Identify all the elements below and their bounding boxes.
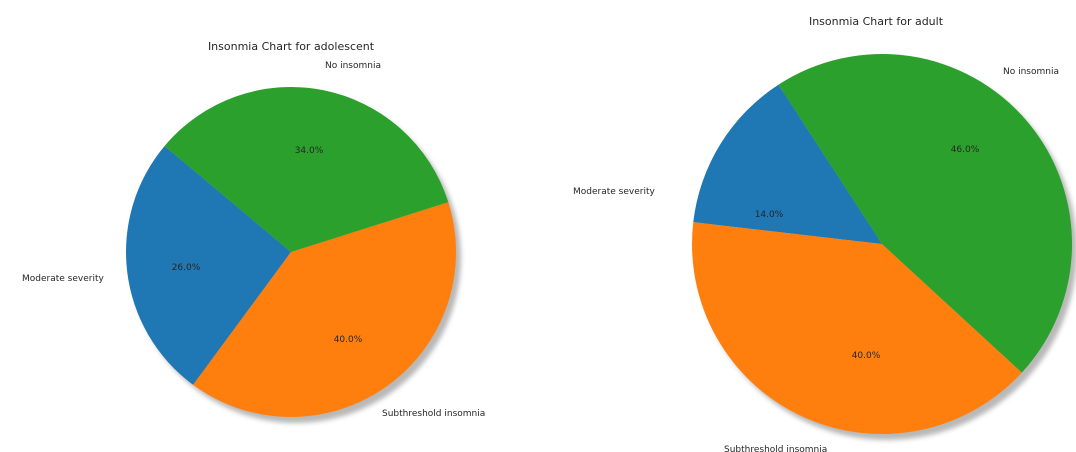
adult-pct-label-moderate-severity: 14.0% <box>755 210 784 220</box>
adolescent-pie-chart: 26.0% Moderate severity 40.0% Subthreshold … <box>22 40 485 423</box>
adult-slice-moderate-severity <box>693 84 882 245</box>
adolescent-slice-moderate-severity <box>125 145 292 385</box>
adult-slice-no-insomnia <box>778 53 1073 373</box>
adult-slice-subthreshold-insomnia <box>692 222 1022 435</box>
adult-slice-label-subthreshold-insomnia: Subthreshold insomnia <box>724 445 827 452</box>
adolescent-slice-label-no-insomnia: No insomnia <box>325 61 381 71</box>
adolescent-pct-label-subthreshold-insomnia: 40.0% <box>334 335 363 345</box>
adolescent-slice-label-subthreshold-insomnia: Subthreshold insomnia <box>382 409 485 419</box>
adolescent-slice-no-insomnia <box>164 86 449 252</box>
adult-slice-label-no-insomnia: No insomnia <box>1003 67 1059 77</box>
adolescent-slice-label-moderate-severity: Moderate severity <box>22 274 104 284</box>
adolescent-slice-subthreshold-insomnia <box>193 202 457 418</box>
adult-pct-label-no-insomnia: 46.0% <box>951 145 980 155</box>
adult-chart-title: Insonmia Chart for adult <box>809 15 944 28</box>
adult-slice-label-moderate-severity: Moderate severity <box>573 187 655 197</box>
adult-pct-label-subthreshold-insomnia: 40.0% <box>852 351 881 361</box>
adolescent-chart-title: Insonmia Chart for adolescent <box>208 40 375 53</box>
adolescent-pct-label-no-insomnia: 34.0% <box>295 146 324 156</box>
adult-pie-chart: 14.0% Moderate severity 40.0% Subthreshold … <box>573 15 1076 452</box>
adolescent-pct-label-moderate-severity: 26.0% <box>172 263 201 273</box>
